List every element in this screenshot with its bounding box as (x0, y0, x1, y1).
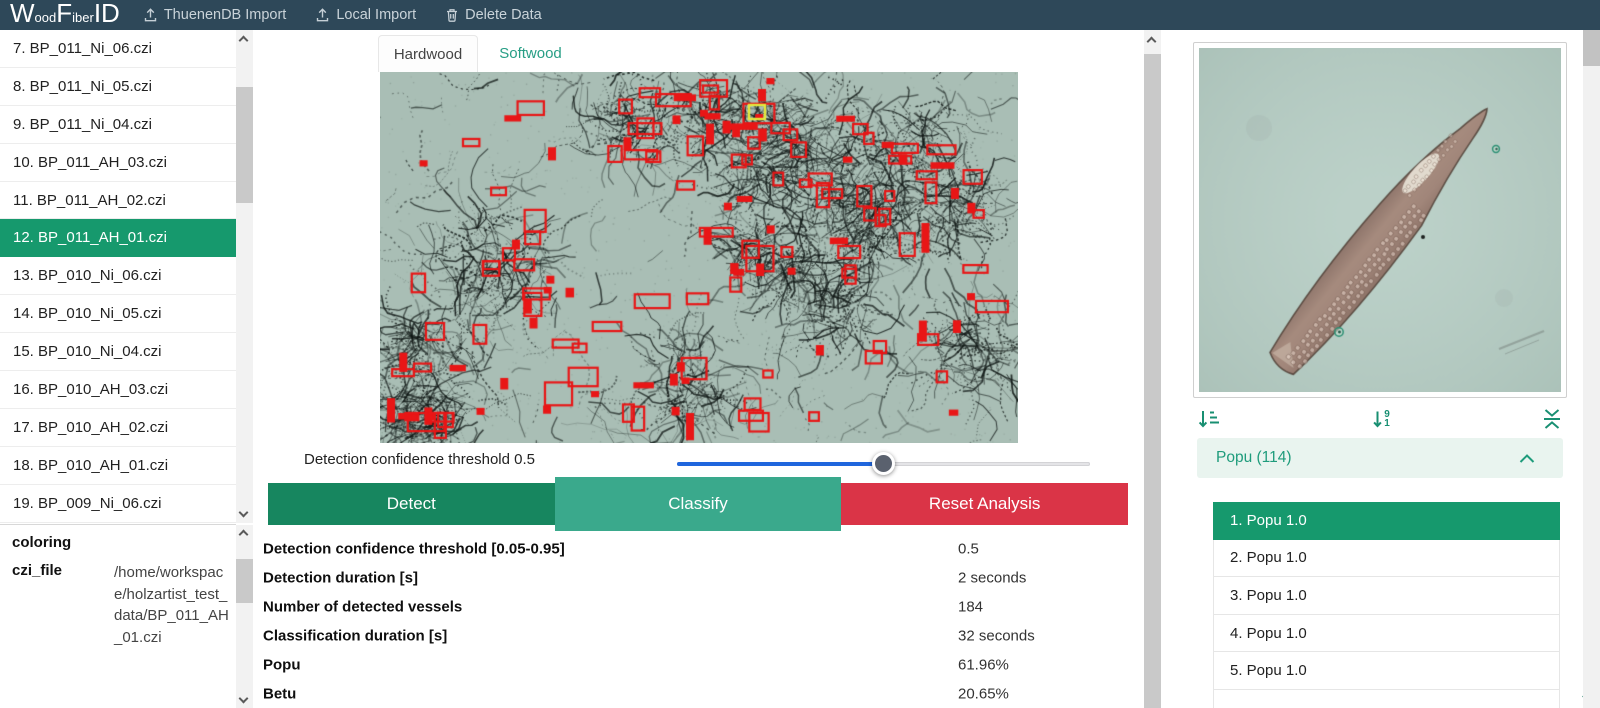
species-list-item[interactable]: 4. Popu 1.0 (1213, 614, 1560, 653)
reset-analysis-button[interactable]: Reset Analysis (841, 483, 1129, 525)
result-value: 32 seconds (958, 627, 1035, 644)
vessel-preview-image (1199, 48, 1561, 392)
result-value: 184 (958, 598, 984, 615)
table-row: Detection confidence threshold [0.05-0.9… (256, 534, 1140, 563)
table-row: Popu 61.96% (256, 650, 1140, 679)
detect-button[interactable]: Detect (268, 483, 555, 525)
sort-amount-icon[interactable] (1197, 408, 1221, 430)
collapse-all-icon[interactable] (1541, 407, 1563, 431)
results-table: Detection confidence threshold [0.05-0.9… (256, 534, 1140, 708)
slider-fill (677, 462, 884, 466)
scrollbar-thumb[interactable] (236, 87, 253, 203)
properties-scrollbar[interactable] (236, 525, 253, 708)
page-scrollbar[interactable] (1583, 30, 1600, 708)
result-label: Betu (263, 685, 297, 702)
header-menu: ThuenenDB Import Local Import Delete Dat… (144, 7, 542, 23)
properties-panel: coloring czi_file /home/workspace/holzar… (0, 524, 236, 708)
confidence-threshold-label: Detection confidence threshold 0.5 (304, 451, 535, 468)
upload-icon (144, 8, 157, 22)
menu-item-label: ThuenenDB Import (163, 7, 287, 23)
scrollbar-thumb[interactable] (1583, 30, 1600, 66)
result-value: 20.65% (958, 685, 1009, 702)
tab-softwood[interactable]: Softwood (499, 45, 562, 62)
file-list-item[interactable]: 19. BP_009_Ni_06.czi (0, 484, 236, 523)
app-header: W ood F iber ID ThuenenDB Import Local I… (0, 0, 1600, 30)
file-list-item[interactable]: 11. BP_011_AH_02.czi (0, 181, 236, 220)
file-list-item[interactable]: 18. BP_010_AH_01.czi (0, 446, 236, 485)
table-row: Number of detected vessels 184 (256, 592, 1140, 621)
scrollbar-thumb[interactable] (236, 559, 253, 603)
result-value: 2 seconds (958, 569, 1027, 586)
analysis-scrollbar[interactable] (1144, 30, 1161, 708)
confidence-slider[interactable] (677, 452, 1090, 475)
file-list-item[interactable]: 9. BP_011_Ni_04.czi (0, 105, 236, 144)
species-group-header[interactable]: Popu (114) (1197, 438, 1563, 478)
file-list-item[interactable]: 15. BP_010_Ni_04.czi (0, 333, 236, 372)
logo-part: ood (34, 9, 57, 25)
menu-item-label: Local Import (336, 7, 417, 23)
property-value: /home/workspace/holzartist_test_data/BP_… (114, 564, 229, 646)
vessel-preview-card (1193, 42, 1567, 398)
detection-micrograph[interactable] (380, 72, 1018, 443)
tab-hardwood[interactable]: Hardwood (378, 35, 478, 72)
property-key: coloring (12, 534, 72, 551)
scroll-up-icon[interactable] (238, 529, 248, 540)
logo-part: W (10, 0, 35, 28)
result-label: Number of detected vessels (263, 598, 463, 615)
result-value: 0.5 (958, 540, 979, 557)
file-list-item[interactable]: 8. BP_011_Ni_05.czi (0, 67, 236, 106)
species-list-item[interactable]: 5. Popu 1.0 (1213, 652, 1560, 690)
scroll-up-icon[interactable] (1146, 36, 1156, 47)
classify-button[interactable]: Classify (554, 477, 842, 531)
result-label: Detection duration [s] (263, 569, 419, 586)
action-buttons: Detect Classify Reset Analysis (268, 477, 1129, 531)
species-list-item[interactable]: 2. Popu 1.0 (1213, 539, 1560, 578)
local-import-button[interactable]: Local Import (316, 7, 416, 23)
species-list-item-partial (1213, 690, 1560, 708)
species-group-label: Popu (114) (1216, 449, 1292, 466)
species-list-item[interactable]: 1. Popu 1.0 (1213, 502, 1560, 540)
app-logo: W ood F iber ID (10, 0, 120, 33)
file-list-scrollbar[interactable] (236, 30, 253, 523)
result-label: Classification duration [s] (263, 627, 448, 644)
logo-part: iber (72, 9, 94, 25)
file-list-item[interactable]: 12. BP_011_AH_01.czi (0, 219, 236, 258)
file-list-item[interactable]: 13. BP_010_Ni_06.czi (0, 257, 236, 296)
upload-icon (316, 8, 329, 22)
menu-item-label: Delete Data (465, 7, 542, 23)
table-row: Detection duration [s] 2 seconds (256, 563, 1140, 592)
scroll-down-icon[interactable] (238, 507, 248, 518)
species-list: 1. Popu 1.0 2. Popu 1.0 3. Popu 1.0 4. P… (1213, 502, 1560, 690)
file-list-item[interactable]: 17. BP_010_AH_02.czi (0, 408, 236, 447)
file-list-item[interactable]: 10. BP_011_AH_03.czi (0, 143, 236, 182)
file-list: 7. BP_011_Ni_06.czi 8. BP_011_Ni_05.czi … (0, 30, 236, 523)
logo-part: F (56, 0, 73, 28)
scrollbar-thumb[interactable] (1144, 54, 1161, 708)
file-list-item[interactable]: 7. BP_011_Ni_06.czi (0, 30, 236, 68)
table-row: Betu 20.65% (256, 679, 1140, 708)
trash-icon (446, 8, 458, 22)
thuenendb-import-button[interactable]: ThuenenDB Import (144, 7, 287, 23)
result-label: Detection confidence threshold [0.05-0.9… (263, 540, 565, 557)
result-value: 61.96% (958, 656, 1009, 673)
table-row: Classification duration [s] 32 seconds (256, 621, 1140, 650)
delete-data-button[interactable]: Delete Data (446, 7, 542, 23)
scroll-down-icon[interactable] (238, 693, 248, 704)
species-list-item[interactable]: 3. Popu 1.0 (1213, 577, 1560, 615)
file-list-item[interactable]: 14. BP_010_Ni_05.czi (0, 295, 236, 334)
property-key: czi_file (12, 562, 63, 579)
scroll-up-icon[interactable] (238, 35, 248, 46)
result-label: Popu (263, 656, 301, 673)
slider-thumb[interactable] (872, 452, 895, 475)
logo-part: ID (93, 0, 120, 28)
chevron-up-icon (1518, 453, 1536, 464)
file-list-item[interactable]: 16. BP_010_AH_03.czi (0, 371, 236, 409)
